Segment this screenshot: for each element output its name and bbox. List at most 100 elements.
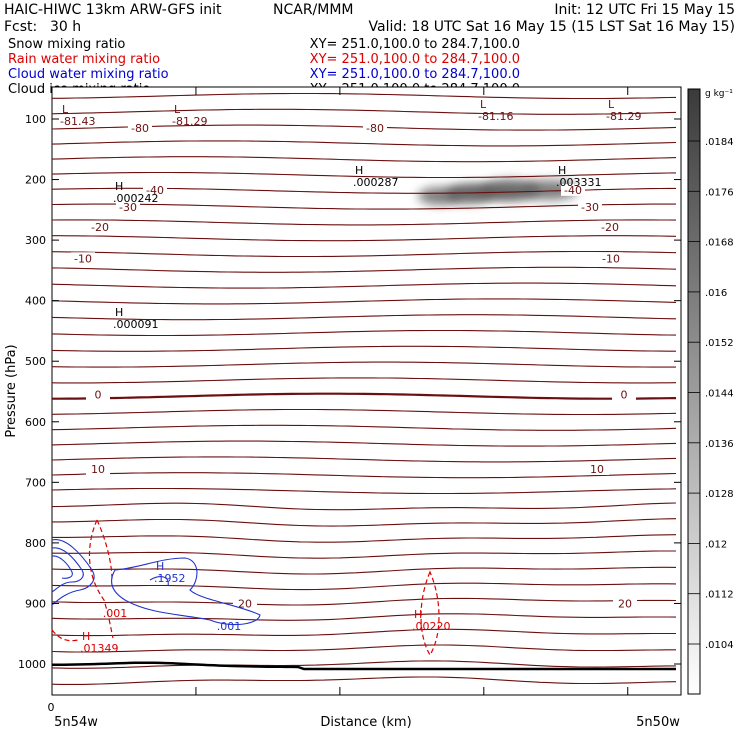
isotherm-line: [52, 392, 677, 400]
isotherm-line: [51, 140, 677, 147]
isotherm-label-bg: [128, 122, 152, 135]
colorbar-tick-label: .016: [705, 288, 727, 299]
isotherm-label: -20: [91, 221, 109, 234]
valid-time: Valid: 18 UTC Sat 16 May 15 (15 LST Sat …: [369, 19, 735, 35]
extremum-value: -81.29: [172, 115, 207, 128]
isotherm-line: [51, 676, 677, 685]
isotherm-label-bg: [585, 463, 609, 476]
isotherm-label-bg: [613, 597, 637, 610]
colorbar-tick-label: .0128: [705, 489, 734, 500]
isotherm-line: [51, 250, 677, 258]
isotherm-line: [51, 171, 677, 179]
isotherm-line: [51, 282, 677, 289]
cloud-water-contour: [51, 539, 95, 606]
cloud-water-contour: [51, 555, 73, 579]
isotherm-line: [51, 377, 677, 384]
colorbar-tick-label: .0152: [705, 338, 734, 349]
isotherm-line: [52, 92, 677, 100]
isotherm-label: -10: [602, 252, 620, 265]
extrema-markers: L-81.43L-81.29L-81.16L-81.29H.000242H.00…: [60, 98, 641, 655]
colorbar-tick-label: .0104: [705, 640, 734, 651]
isotherm-line: [51, 408, 677, 416]
y-tick-label: 300: [25, 234, 46, 247]
isotherm-label-bg: [233, 597, 257, 610]
x-left-label: 5n54w: [54, 715, 98, 730]
isotherm-line: [51, 644, 676, 653]
extremum-marker: H: [156, 560, 164, 573]
extremum-value: -81.29: [606, 110, 641, 123]
isotherm-label-bg: [561, 183, 585, 196]
legend-name: Cloud water mixing ratio: [8, 67, 169, 82]
figure-title: HAIC-HIWC 13km ARW-GFS init: [4, 2, 222, 18]
legend-name: Snow mixing ratio: [8, 37, 125, 52]
isotherm-label: 10: [590, 463, 604, 476]
cloud-water-contour: [149, 576, 169, 587]
extremum-marker: L: [608, 98, 615, 111]
isotherm-line: [51, 502, 677, 511]
y-tick-label: 100: [25, 113, 46, 126]
isotherm-line: [51, 566, 677, 575]
rain-contours: .001: [51, 519, 440, 657]
isotherm-line: [51, 219, 677, 226]
x-axis: [51, 87, 629, 695]
isotherm-line: [51, 628, 676, 637]
legend-name: Rain water mixing ratio: [8, 52, 160, 67]
extremum-marker: L: [62, 103, 69, 116]
x-origin-label: 0: [48, 701, 55, 714]
isotherm-line: [51, 660, 676, 669]
isotherm-label: -80: [366, 122, 384, 135]
isotherm-line: [51, 424, 677, 431]
y-tick-label: 800: [25, 537, 46, 550]
extremum-marker: H: [414, 608, 422, 621]
x-axis-label: Distance (km): [320, 715, 411, 730]
extremum-value: -81.16: [478, 110, 513, 123]
extremum-value: .01349: [80, 642, 119, 655]
isotherm-label: 10: [91, 463, 105, 476]
extremum-marker: H: [115, 180, 123, 193]
isotherm-label-bg: [86, 463, 110, 476]
isotherm-line: [51, 472, 677, 479]
legend-cross-section: XY= 251.0,100.0 to 284.7,100.0: [310, 52, 520, 67]
isotherm-line: [51, 582, 677, 591]
legend-cross-section: XY= 251.0,100.0 to 284.7,100.0: [310, 37, 520, 52]
y-tick-label: 1000: [18, 658, 46, 671]
isotherm-label-bg: [578, 200, 602, 213]
ground-line: [52, 661, 676, 671]
isotherm-label: 20: [618, 597, 632, 610]
y-tick-label: 200: [25, 174, 46, 187]
isotherm-line: [52, 518, 677, 527]
isotherm-label-bg: [86, 388, 110, 401]
isotherm-label: -40: [564, 184, 582, 197]
extremum-value: .000091: [113, 318, 159, 331]
colorbar-tick-label: .0184: [705, 137, 734, 148]
isotherm-line: [51, 613, 677, 621]
isotherm-line: [52, 534, 677, 543]
isotherm-line: [52, 235, 677, 242]
extremum-marker: H: [115, 306, 123, 319]
isotherm-line: [51, 456, 677, 463]
rain-contour: [420, 570, 440, 657]
extremum-marker: L: [174, 103, 181, 116]
isotherm-line: [51, 266, 677, 273]
y-axis-label: Pressure (hPa): [4, 344, 19, 437]
x-right-label: 5n50w: [636, 715, 680, 730]
isotherm-label: 0: [95, 389, 102, 402]
isotherm-line: [52, 550, 676, 559]
y-tick-label: 500: [25, 355, 46, 368]
temperature-isotherms: [51, 92, 677, 685]
organization-label: NCAR/MMM: [273, 2, 354, 18]
colorbar-tick-label: .0144: [705, 389, 734, 400]
colorbar-unit: g kg⁻¹: [705, 89, 733, 99]
colorbar-tick-label: .0112: [705, 590, 734, 601]
isotherm-line: [51, 361, 676, 368]
isotherm-line: [51, 314, 677, 321]
isotherm-line: [51, 597, 677, 606]
extremum-marker: H: [355, 164, 363, 177]
extremum-marker: L: [480, 98, 487, 111]
rain-contour-label: .001: [103, 607, 128, 620]
legend-cross-section: XY= 251.0,100.0 to 284.7,100.0: [310, 67, 520, 82]
